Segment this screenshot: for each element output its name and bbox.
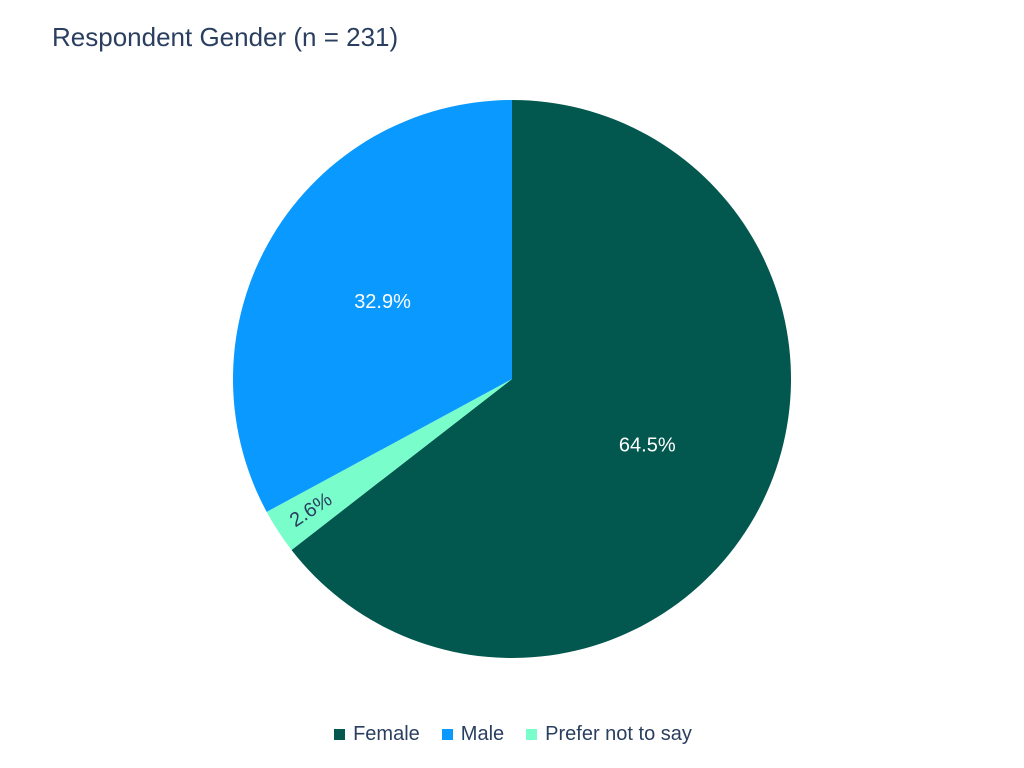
- legend-swatch-male: [441, 729, 453, 740]
- legend: Female Male Prefer not to say: [0, 723, 1024, 746]
- chart-title: Respondent Gender (n = 231): [52, 22, 399, 52]
- pie-slice-female[interactable]: [291, 100, 791, 658]
- slice-label-female: 64.5%: [619, 434, 676, 456]
- legend-swatch-prefer-not-to-say: [526, 729, 538, 740]
- legend-label-prefer-not-to-say: Prefer not to say: [545, 723, 692, 745]
- legend-item-prefer-not-to-say[interactable]: Prefer not to say: [524, 723, 692, 746]
- legend-item-female[interactable]: Female: [332, 723, 420, 746]
- pie-slice-prefer-not-to-say[interactable]: [266, 379, 512, 550]
- legend-item-male[interactable]: Male: [440, 723, 504, 746]
- pie-slice-male[interactable]: [233, 100, 512, 512]
- slice-label-male: 32.9%: [354, 291, 411, 313]
- legend-label-female: Female: [353, 723, 420, 745]
- legend-label-male: Male: [460, 723, 505, 745]
- legend-swatch-female: [334, 729, 346, 740]
